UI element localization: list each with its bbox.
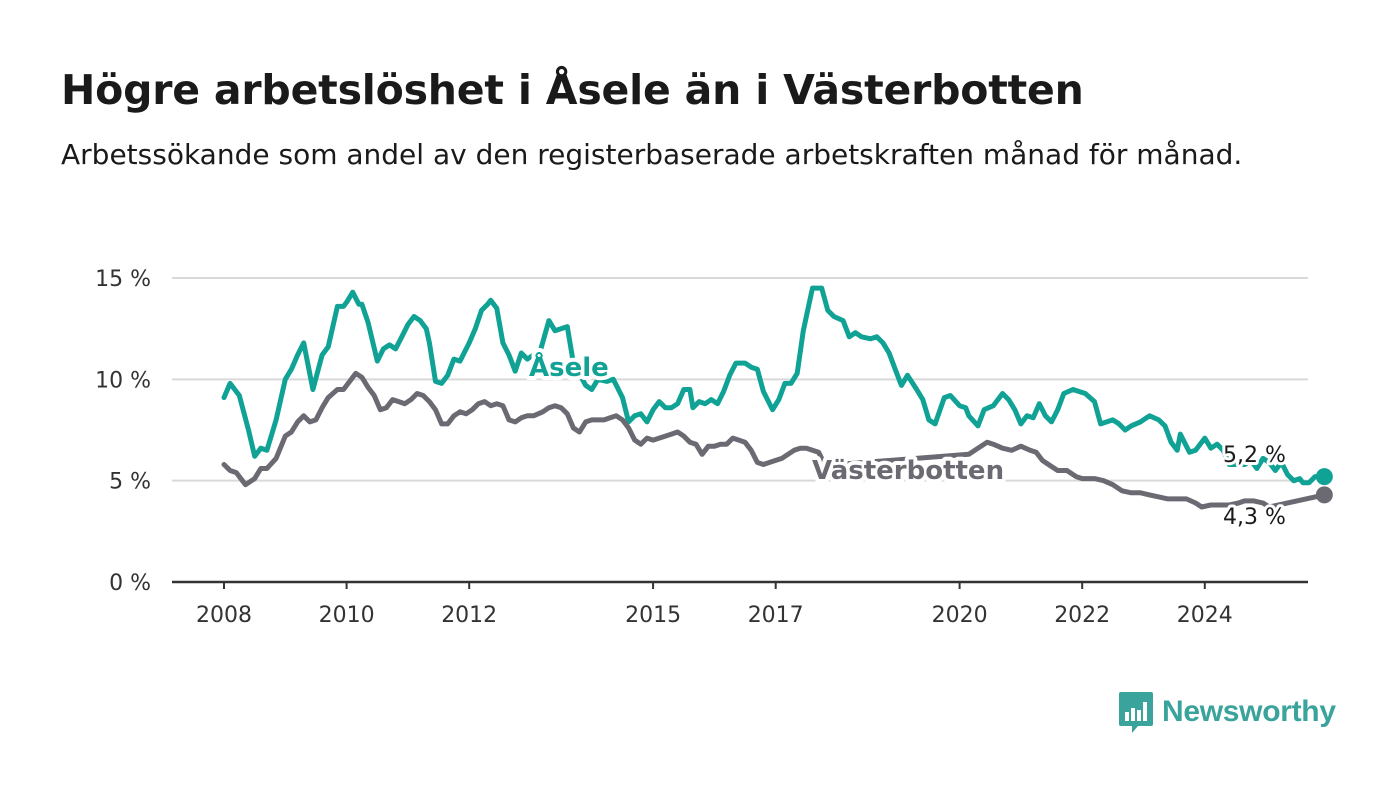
y-tick-label: 15 %	[95, 267, 151, 292]
series-name-label: Västerbotten	[812, 456, 1004, 486]
y-tick-label: 10 %	[95, 368, 151, 393]
chart-subtitle: Arbetssökande som andel av den registerb…	[61, 138, 1243, 171]
y-axis-ticks: 0 % 5 % 10 % 15 %	[95, 267, 151, 596]
y-tick-label: 0 %	[109, 571, 151, 596]
series-end-value-label: 4,3 %	[1223, 505, 1286, 530]
x-tick-label: 2024	[1177, 603, 1233, 628]
y-tick-label: 5 %	[109, 470, 151, 495]
series-end-point	[1315, 486, 1333, 504]
newsworthy-logo-icon	[1119, 692, 1153, 733]
series-line	[221, 370, 1327, 510]
x-tick-label: 2010	[319, 603, 375, 628]
series-line	[221, 285, 1327, 486]
series-name-label: Åsele	[529, 351, 609, 383]
series-lines	[221, 285, 1333, 510]
series-end-point	[1315, 468, 1333, 486]
brand-name: Newsworthy	[1162, 695, 1336, 728]
series-labels: Åsele 5,2 % Västerbotten 4,3 %	[525, 347, 1289, 533]
series-end-value-label: 5,2 %	[1223, 443, 1286, 468]
x-tick-label: 2015	[625, 603, 681, 628]
x-tick-label: 2017	[748, 603, 804, 628]
x-tick-label: 2012	[441, 603, 497, 628]
x-tick-label: 2008	[196, 603, 252, 628]
chart-title: Högre arbetslöshet i Åsele än i Västerbo…	[61, 66, 1084, 114]
x-tick-label: 2020	[932, 603, 988, 628]
x-tick-label: 2022	[1054, 603, 1110, 628]
newsworthy-logo: Newsworthy	[1118, 690, 1336, 734]
x-axis: 2008 2010 2012 2015 2017 2020 2022 2024	[172, 580, 1308, 628]
